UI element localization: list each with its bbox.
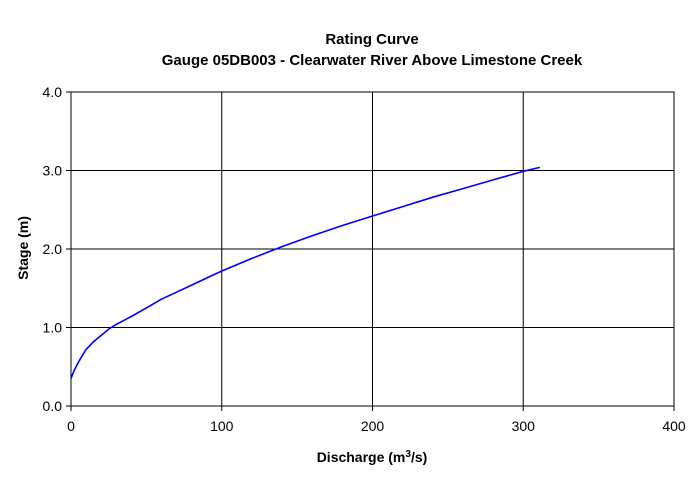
rating-curve-line: [70, 166, 540, 379]
y-tick-label: 2.0: [43, 241, 63, 257]
grid-lines: [71, 92, 674, 406]
y-tick-label: 4.0: [43, 84, 63, 100]
y-axis-label: Stage (m): [15, 216, 31, 280]
x-tick-label: 300: [512, 418, 536, 434]
x-axis-label: Discharge (m3/s): [317, 449, 428, 465]
x-tick-label: 200: [361, 418, 385, 434]
y-tick-labels: 0.0 1.0 2.0 3.0 4.0: [43, 84, 71, 414]
x-tick-labels: 0 100 200 300 400: [67, 406, 686, 434]
y-tick-label: 3.0: [43, 163, 63, 179]
chart-title: Rating Curve: [325, 31, 418, 48]
x-tick-label: 100: [210, 418, 234, 434]
y-tick-label: 0.0: [43, 398, 63, 414]
y-tick-label: 1.0: [43, 320, 63, 336]
x-tick-label: 400: [662, 418, 686, 434]
x-tick-label: 0: [67, 418, 75, 434]
chart-subtitle: Gauge 05DB003 - Clearwater River Above L…: [162, 52, 583, 69]
